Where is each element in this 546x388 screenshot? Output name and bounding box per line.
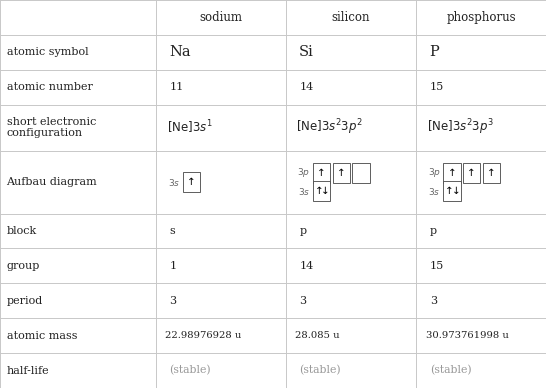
Text: ↓: ↓ — [452, 186, 460, 196]
Text: $3p$: $3p$ — [428, 166, 441, 179]
Text: 30.973761998 u: 30.973761998 u — [426, 331, 509, 340]
Text: 3: 3 — [430, 296, 437, 306]
Text: P: P — [430, 45, 440, 59]
Text: $3s$: $3s$ — [298, 186, 310, 197]
Text: group: group — [7, 261, 40, 271]
Text: 14: 14 — [299, 261, 313, 271]
Text: p: p — [299, 226, 306, 236]
Text: $\mathrm{[Ne]3}s^{1}$: $\mathrm{[Ne]3}s^{1}$ — [167, 119, 212, 137]
Text: s: s — [169, 226, 175, 236]
Text: ↑: ↑ — [187, 177, 196, 187]
Text: atomic mass: atomic mass — [7, 331, 77, 341]
Bar — [463, 163, 480, 183]
Bar — [313, 181, 330, 201]
Text: ↓: ↓ — [321, 186, 330, 196]
Text: $3s$: $3s$ — [168, 177, 180, 187]
Text: half-life: half-life — [7, 365, 49, 376]
Text: 15: 15 — [430, 261, 444, 271]
Text: ↑: ↑ — [445, 186, 454, 196]
Text: short electronic
configuration: short electronic configuration — [7, 117, 96, 139]
Text: ↑: ↑ — [314, 186, 323, 196]
Text: 14: 14 — [299, 82, 313, 92]
Text: (stable): (stable) — [169, 365, 211, 376]
Text: $\mathrm{[Ne]3}s^{2}\mathrm{3}p^{2}$: $\mathrm{[Ne]3}s^{2}\mathrm{3}p^{2}$ — [296, 118, 363, 137]
Text: 3: 3 — [299, 296, 306, 306]
Text: 28.085 u: 28.085 u — [295, 331, 340, 340]
Text: p: p — [430, 226, 437, 236]
Text: atomic number: atomic number — [7, 82, 92, 92]
Text: ↑: ↑ — [317, 168, 326, 178]
Text: ↑: ↑ — [487, 168, 496, 178]
Text: Na: Na — [169, 45, 191, 59]
Text: Si: Si — [299, 45, 314, 59]
Text: silicon: silicon — [331, 11, 370, 24]
Bar — [443, 181, 461, 201]
Text: ↑: ↑ — [337, 168, 346, 178]
Bar — [333, 163, 350, 183]
Text: ↑: ↑ — [467, 168, 476, 178]
Text: ↑: ↑ — [448, 168, 456, 178]
Text: 15: 15 — [430, 82, 444, 92]
Text: (stable): (stable) — [430, 365, 471, 376]
Bar — [183, 172, 200, 192]
Text: 3: 3 — [169, 296, 176, 306]
Text: 11: 11 — [169, 82, 183, 92]
Text: (stable): (stable) — [299, 365, 341, 376]
Bar — [352, 163, 370, 183]
Text: sodium: sodium — [199, 11, 242, 24]
Text: $\mathrm{[Ne]3}s^{2}\mathrm{3}p^{3}$: $\mathrm{[Ne]3}s^{2}\mathrm{3}p^{3}$ — [427, 118, 494, 137]
Text: atomic symbol: atomic symbol — [7, 47, 88, 57]
Text: Aufbau diagram: Aufbau diagram — [7, 177, 97, 187]
Text: 1: 1 — [169, 261, 176, 271]
Bar — [443, 163, 461, 183]
Text: block: block — [7, 226, 37, 236]
Bar — [313, 163, 330, 183]
Text: 22.98976928 u: 22.98976928 u — [165, 331, 242, 340]
Text: period: period — [7, 296, 43, 306]
Text: $3s$: $3s$ — [429, 186, 441, 197]
Bar — [483, 163, 500, 183]
Text: phosphorus: phosphorus — [446, 11, 516, 24]
Text: $3p$: $3p$ — [297, 166, 310, 179]
